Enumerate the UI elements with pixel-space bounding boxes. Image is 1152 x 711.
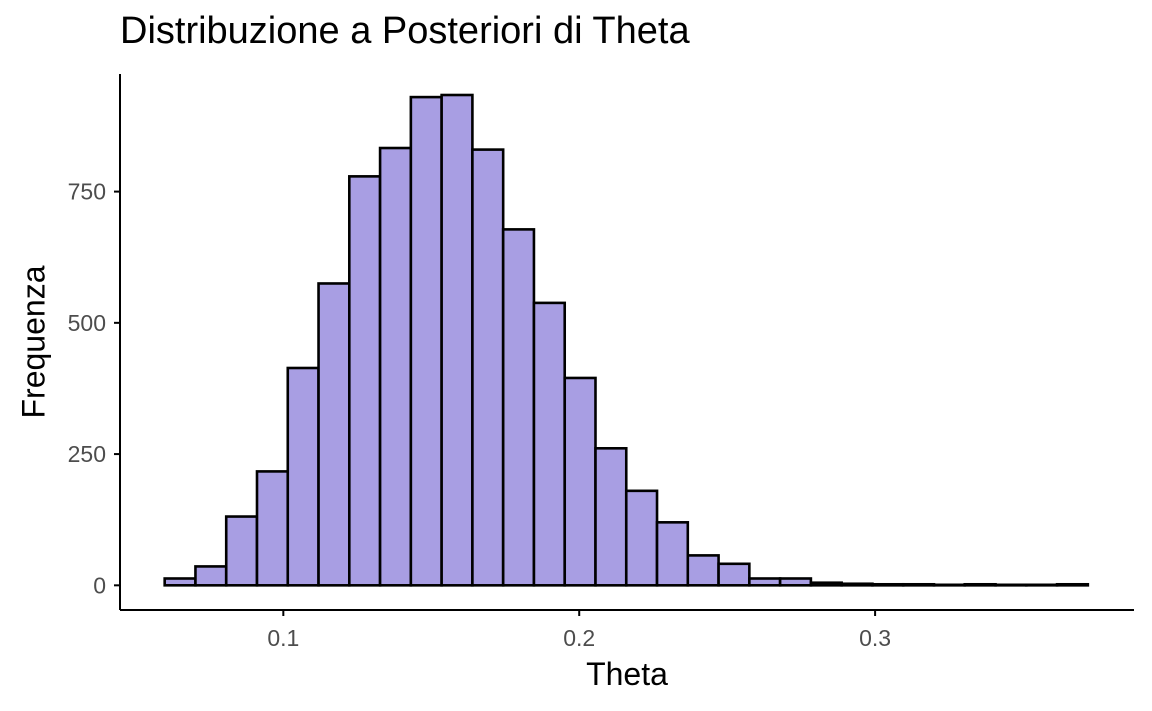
histogram-bar	[317, 282, 351, 587]
y-tick-label: 0	[93, 572, 106, 598]
y-tick-label: 500	[68, 310, 106, 336]
histogram-bar	[809, 581, 843, 587]
histogram-bar	[194, 565, 228, 587]
histogram-bar	[1025, 583, 1059, 587]
histogram-bar	[932, 583, 967, 587]
histogram-bar	[655, 521, 690, 587]
histogram-bar	[501, 228, 536, 587]
x-axis-label: Theta	[586, 656, 668, 692]
histogram-bar	[778, 577, 813, 587]
histogram-bar	[224, 515, 259, 587]
histogram-bar	[471, 148, 505, 587]
x-tick-label: 0.1	[267, 625, 299, 651]
axes-layer	[119, 74, 1134, 611]
histogram-bar	[409, 95, 443, 587]
histogram-bar	[163, 577, 197, 587]
bars-layer	[163, 93, 1090, 587]
histogram-bar	[994, 583, 1028, 587]
histogram-bar	[378, 146, 413, 587]
histogram-bar	[963, 582, 997, 587]
histogram-bar	[532, 301, 567, 587]
histogram-bar	[286, 366, 320, 587]
histogram-bar	[717, 562, 751, 587]
histogram-bar	[840, 582, 874, 587]
histogram-bar	[440, 93, 474, 587]
histogram-bar	[563, 376, 597, 587]
histogram-bar	[255, 470, 290, 587]
histogram-bar	[748, 577, 782, 587]
y-tick-label: 750	[68, 179, 106, 205]
x-tick-label: 0.2	[563, 625, 595, 651]
x-tick-label: 0.3	[859, 625, 891, 651]
ticks-layer: 0 250 500 750 0.1 0.2 0.3	[68, 179, 891, 651]
histogram-bar	[1055, 582, 1090, 587]
histogram-bar	[594, 447, 628, 587]
histogram-bar	[871, 582, 905, 587]
chart-title: Distribuzione a Posteriori di Theta	[120, 10, 690, 52]
histogram-bar	[686, 554, 720, 587]
histogram-bar	[348, 175, 382, 587]
histogram-bar	[624, 489, 659, 587]
histogram-bar	[901, 582, 936, 587]
y-tick-label: 250	[68, 441, 106, 467]
